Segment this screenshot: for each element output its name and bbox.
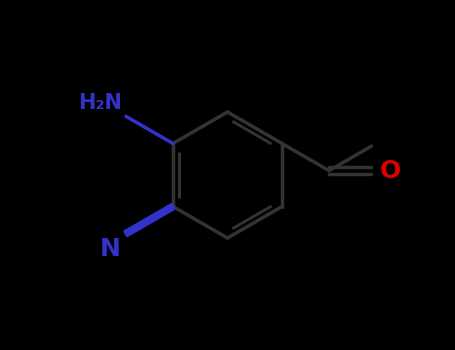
Text: O: O: [380, 159, 401, 183]
Text: H₂N: H₂N: [79, 93, 122, 113]
Text: N: N: [100, 237, 121, 261]
